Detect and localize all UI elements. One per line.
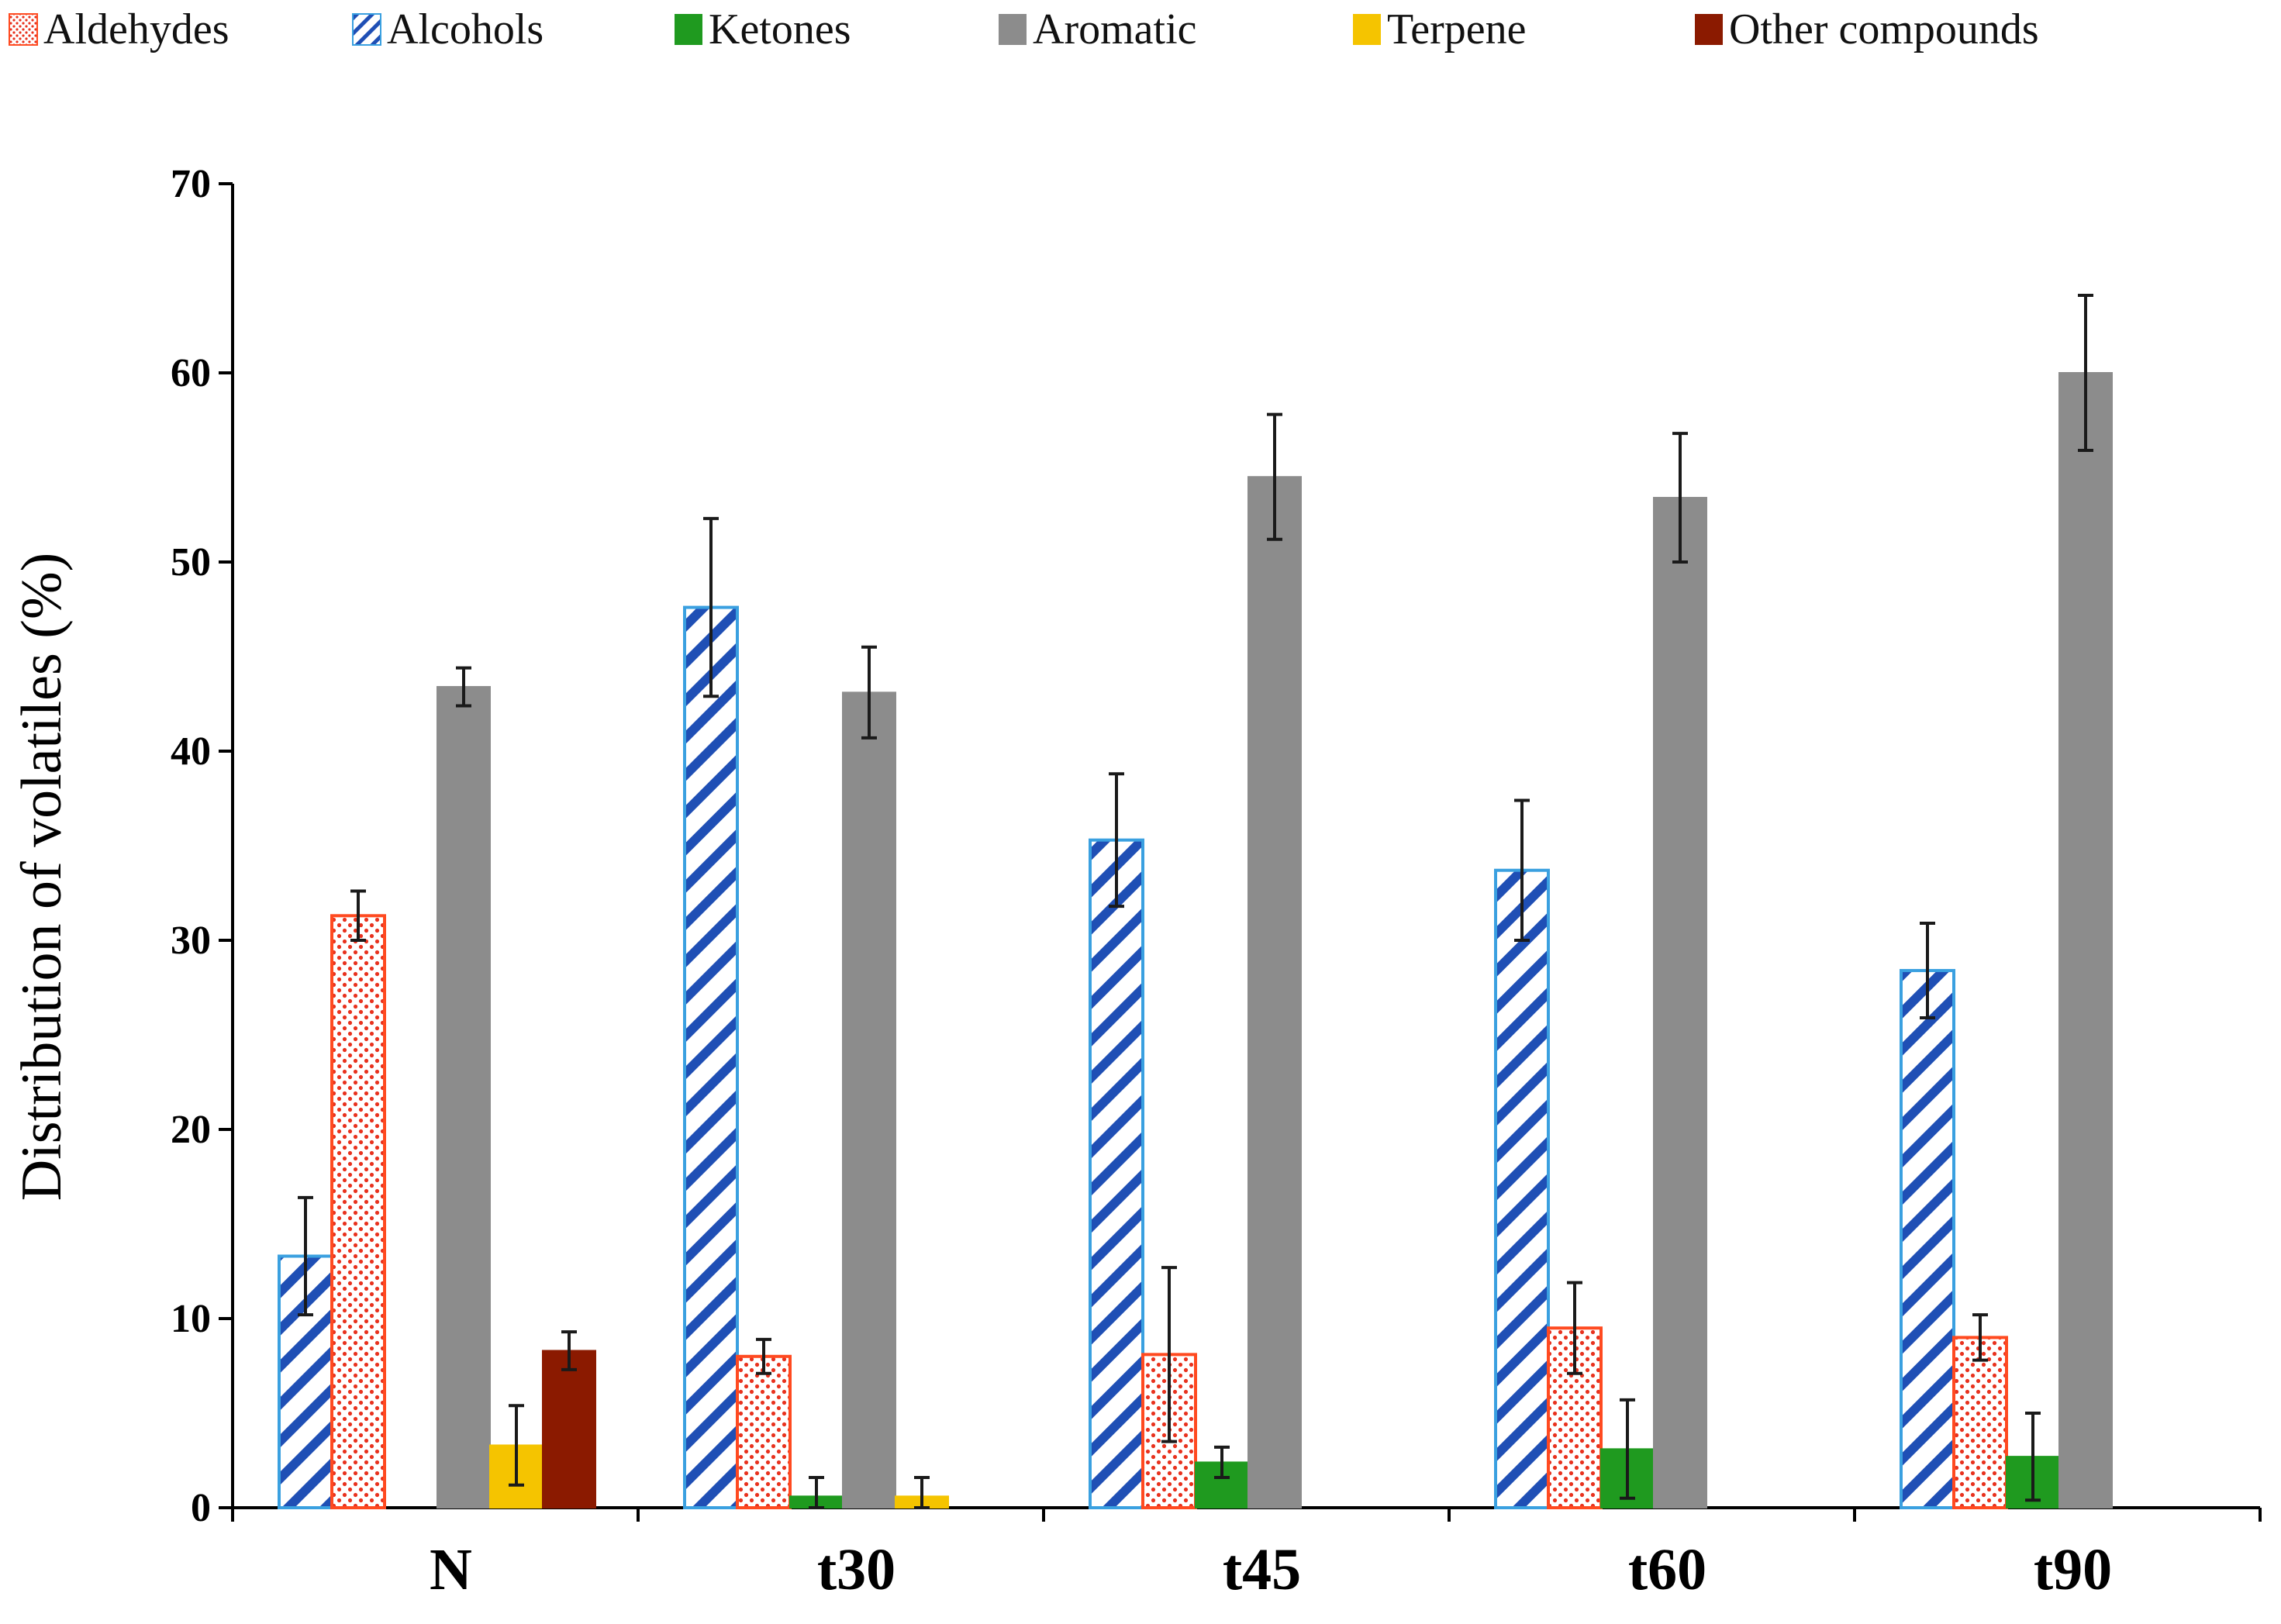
y-tick-label: 0 bbox=[191, 1486, 211, 1530]
y-tick-label: 20 bbox=[171, 1108, 211, 1152]
bar-group-t30 bbox=[683, 516, 949, 1510]
legend-label: Other compounds bbox=[1729, 5, 2039, 53]
bar-alcohols-t45 bbox=[1089, 838, 1144, 1510]
bar-alcohols-t60 bbox=[1494, 868, 1550, 1509]
legend-label: Alcohols bbox=[387, 5, 544, 53]
error-bar-aromatic-N bbox=[456, 666, 471, 708]
error-bar-alcohols-t90 bbox=[1920, 922, 1935, 1020]
bar-aromatic-t30 bbox=[842, 691, 896, 1508]
bar-alcohols-t90 bbox=[1900, 969, 1955, 1510]
error-bar-ketones-t30 bbox=[809, 1475, 824, 1509]
y-tick-label: 40 bbox=[171, 729, 211, 774]
bar-alcohols-N bbox=[278, 1254, 333, 1509]
bars bbox=[278, 293, 2113, 1510]
y-tick-label: 50 bbox=[171, 540, 211, 584]
y-tick-label: 70 bbox=[171, 162, 211, 206]
legend-swatch bbox=[1353, 14, 1381, 45]
x-tick-label: t60 bbox=[1628, 1537, 1706, 1602]
error-bar-terpene-t30 bbox=[914, 1475, 930, 1509]
legend-swatch bbox=[999, 14, 1027, 45]
error-bar-aldehydes-t30 bbox=[756, 1337, 771, 1375]
error-bar-aromatic-t90 bbox=[2078, 293, 2093, 453]
error-bar-aldehydes-t45 bbox=[1161, 1266, 1177, 1443]
error-bar-alcohols-t30 bbox=[703, 516, 719, 698]
legend-item-alcohols: Alcohols bbox=[352, 5, 544, 53]
error-bar-ketones-t60 bbox=[1620, 1398, 1635, 1500]
bar-aromatic-t90 bbox=[2058, 372, 2113, 1508]
x-tick-label: t30 bbox=[817, 1537, 895, 1602]
x-tick-label: t45 bbox=[1223, 1537, 1301, 1602]
y-tick-label: 60 bbox=[171, 351, 211, 395]
legend-item-other-compounds: Other compounds bbox=[1695, 5, 2039, 53]
legend-label: Ketones bbox=[709, 5, 851, 53]
bar-group-t45 bbox=[1089, 412, 1302, 1510]
error-bar-aldehydes-N bbox=[350, 889, 366, 942]
error-bar-ketones-t90 bbox=[2025, 1412, 2041, 1502]
error-bar-aldehydes-t60 bbox=[1567, 1281, 1582, 1375]
error-bar-aromatic-t45 bbox=[1267, 412, 1282, 541]
error-bar-aromatic-t30 bbox=[861, 645, 877, 740]
legend-label: Aromatic bbox=[1033, 5, 1196, 53]
legend-item-terpene: Terpene bbox=[1353, 5, 1527, 53]
x-tick-label: t90 bbox=[2034, 1537, 2112, 1602]
bar-aldehydes-N bbox=[330, 914, 386, 1509]
legend-swatch bbox=[9, 13, 38, 46]
x-tick-label: N bbox=[430, 1537, 472, 1602]
y-tick-label: 30 bbox=[171, 919, 211, 963]
axis-labels: 0 10 20 30 40 50 60 70 N t30 t45 t60 t90 Distribution… bbox=[10, 162, 2112, 1602]
bar-group-t90 bbox=[1900, 293, 2113, 1510]
legend-swatch bbox=[1695, 14, 1723, 45]
bar-aromatic-t45 bbox=[1247, 476, 1302, 1509]
legend-swatch bbox=[352, 13, 381, 46]
error-bar-alcohols-t60 bbox=[1514, 798, 1530, 942]
legend-swatch bbox=[675, 14, 702, 45]
error-bar-terpene-N bbox=[509, 1404, 524, 1487]
y-axis-title: Distribution of volatiles (%) bbox=[10, 553, 74, 1201]
legend: Aldehydes Alcohols Ketones Aromatic Terpene O… bbox=[9, 5, 2039, 53]
y-tick-label: 10 bbox=[171, 1297, 211, 1341]
legend-label: Aldehydes bbox=[43, 5, 229, 53]
error-bar-other-compounds-N bbox=[561, 1330, 577, 1371]
bar-aldehydes-t30 bbox=[736, 1354, 792, 1510]
legend-item-ketones: Ketones bbox=[675, 5, 851, 53]
error-bar-alcohols-N bbox=[298, 1195, 313, 1317]
bar-other-compounds-N bbox=[542, 1350, 596, 1508]
legend-item-aldehydes: Aldehydes bbox=[9, 5, 229, 53]
error-bar-alcohols-t45 bbox=[1109, 772, 1124, 909]
bar-aldehydes-t90 bbox=[1952, 1336, 2008, 1510]
error-bar-aromatic-t60 bbox=[1672, 432, 1688, 564]
error-bar-ketones-t45 bbox=[1214, 1445, 1230, 1479]
error-bar-aldehydes-t90 bbox=[1972, 1313, 1988, 1362]
legend-item-aromatic: Aromatic bbox=[999, 5, 1196, 53]
bar-group-N bbox=[278, 666, 596, 1509]
bar-alcohols-t30 bbox=[683, 605, 739, 1509]
bar-group-t60 bbox=[1494, 432, 1707, 1509]
bar-aromatic-N bbox=[437, 686, 491, 1508]
legend-label: Terpene bbox=[1387, 5, 1527, 53]
bar-aromatic-t60 bbox=[1653, 497, 1707, 1508]
